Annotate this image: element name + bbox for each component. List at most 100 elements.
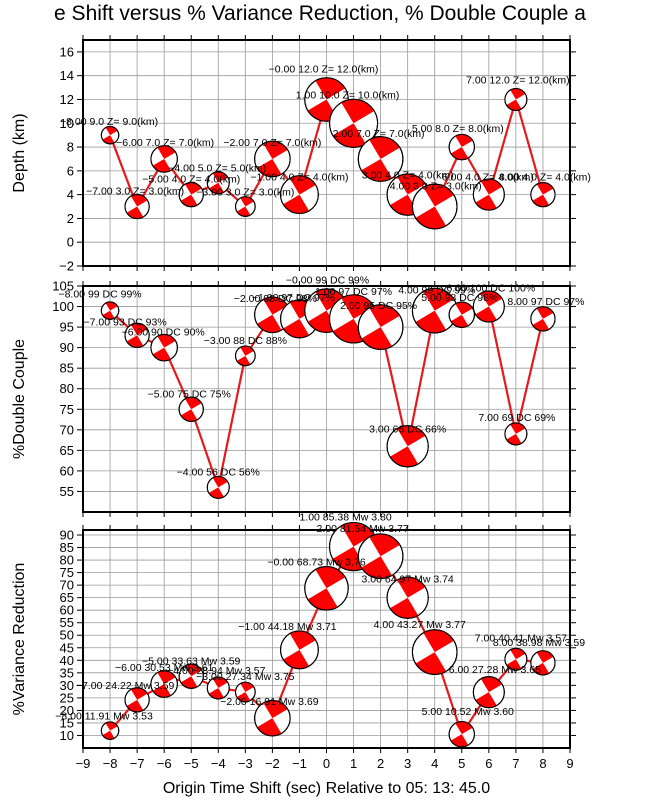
- y-tick-label: 2: [67, 211, 74, 226]
- x-tick-label: −4: [211, 756, 226, 771]
- depth-panel: −2 0 2 4 6 8 10 12 14 16 Depth (km) −8.00 9.0 Z= 9.…: [11, 35, 591, 274]
- point-label: 7.00 69 DC 69%: [478, 412, 555, 424]
- beachball-marker: [448, 720, 475, 748]
- point-label: −0.00 68.73 Mw 3.76: [267, 556, 366, 568]
- point-label: −1.00 44.18 Mw 3.71: [238, 621, 337, 633]
- y-tick-label: 4: [67, 187, 74, 202]
- y-tick-label: 40: [60, 653, 74, 668]
- beachball-marker: [254, 699, 291, 737]
- point-label: 3.00 66 DC 66%: [369, 423, 446, 435]
- beachball-marker: [206, 171, 230, 195]
- beachball-marker: [530, 181, 556, 208]
- point-label: 2.00 7.0 Z= 7.0(km): [333, 128, 425, 140]
- x-tick-label: −7: [130, 756, 145, 771]
- beachball-marker: [234, 196, 256, 217]
- x-tick-label: 3: [404, 756, 411, 771]
- y-tick-label: 85: [60, 540, 74, 555]
- y-tick-label: 14: [60, 68, 74, 83]
- point-label: 1.00 10.0 Z= 10.0(km): [296, 89, 400, 101]
- y-axis-label: %Double Couple: [11, 339, 28, 459]
- beachball-marker: [329, 98, 379, 148]
- beachball-marker: [304, 566, 349, 611]
- y-tick-label: 60: [60, 463, 74, 478]
- point-label: −6.00 7.0 Z= 7.0(km): [116, 137, 214, 149]
- beachball-marker: [386, 425, 429, 468]
- point-label: 2.00 95 DC 95%: [340, 300, 417, 312]
- y-tick-label: 90: [60, 528, 74, 543]
- y-tick-label: 70: [60, 578, 74, 593]
- plot-frame: [82, 529, 571, 749]
- y-tick-label: 90: [60, 340, 74, 355]
- beachball-marker: [150, 670, 178, 698]
- beachball-marker: [504, 87, 528, 111]
- x-tick-label: −2: [265, 756, 280, 771]
- beachball-marker: [279, 630, 319, 670]
- beachball-marker: [124, 193, 150, 220]
- point-label: −2.00 98 DC 98%: [234, 293, 317, 305]
- beachball-marker: [124, 687, 150, 713]
- point-label: −6.00 90 DC 90%: [122, 327, 205, 339]
- x-tick-label: 6: [485, 756, 492, 771]
- beachball-marker: [206, 475, 230, 499]
- y-tick-label: 105: [52, 279, 74, 294]
- point-label: 6.00 4.0 Z= 4.0(km): [442, 172, 534, 184]
- beachball-marker: [472, 676, 505, 709]
- point-label: 4.00 3.0 Z= 3.0(km): [390, 181, 482, 193]
- y-tick-label: 50: [60, 628, 74, 643]
- point-label: 7.00 40.41 Mw 3.57: [475, 632, 567, 644]
- point-label: −7.00 93 DC 93%: [84, 316, 167, 328]
- beachball-marker: [279, 175, 319, 215]
- y-tick-label: 10: [60, 116, 74, 131]
- beachball-marker: [472, 178, 505, 211]
- chart-title: e Shift versus % Variance Reduction, % D…: [54, 2, 586, 25]
- beachball-marker: [150, 333, 178, 362]
- y-tick-label: 100: [52, 299, 74, 314]
- point-label: −3.00 88 DC 88%: [204, 335, 287, 347]
- point-label: 2.00 81.54 Mw 3.77: [316, 523, 408, 535]
- beachball-marker: [100, 301, 120, 320]
- point-label: −6.00 30.53 Mw 3.61: [115, 662, 214, 674]
- x-tick-label: 0: [323, 756, 330, 771]
- point-label: −5.00 4.0 Z= 4.0(km): [142, 174, 240, 186]
- x-axis-label: Origin Time Shift (sec) Relative to 05: …: [163, 780, 490, 797]
- y-tick-label: 95: [60, 320, 74, 335]
- x-tick-label: −3: [238, 756, 253, 771]
- point-label: −0.00 99 DC 99%: [286, 275, 369, 287]
- point-label: 6.00 100 DC 100%: [446, 283, 535, 295]
- point-label: 5.00 10.52 Mw 3.60: [422, 706, 514, 718]
- point-label: −4.00 28.94 Mw 3.57: [167, 665, 266, 677]
- x-tick-label: −5: [184, 756, 199, 771]
- point-label: −7.00 24.22 Mw 3.59: [76, 680, 175, 692]
- y-tick-label: 20: [60, 703, 74, 718]
- beachball-marker: [411, 183, 458, 230]
- beachball-marker: [504, 422, 528, 446]
- beachball-marker: [530, 650, 556, 676]
- beachball-marker: [178, 181, 204, 208]
- y-tick-label: 10: [60, 728, 74, 743]
- y-tick-label: 35: [60, 665, 74, 680]
- beachball-marker: [100, 721, 120, 740]
- x-tick-label: 7: [512, 756, 519, 771]
- y-tick-label: 55: [60, 615, 74, 630]
- point-label: 3.00 64.97 Mw 3.74: [362, 574, 454, 586]
- point-label: −1.00 4.0 Z= 4.0(km): [250, 172, 348, 184]
- point-label: 5.00 98 DC 98%: [421, 292, 498, 304]
- beachball-marker: [150, 145, 178, 173]
- point-label: 7.00 12.0 Z= 12.0(km): [466, 74, 570, 86]
- point-label: 4.00 43.27 Mw 3.77: [374, 619, 466, 631]
- x-tick-label: 8: [539, 756, 546, 771]
- y-axis-label: %Variance Reduction: [11, 563, 28, 716]
- point-label: 1.00 85.38 Mw 3.80: [299, 512, 391, 524]
- point-label: −2.00 16.91 Mw 3.69: [220, 696, 319, 708]
- point-label: −5.00 75 DC 75%: [148, 388, 231, 400]
- point-label: 8.00 38.98 Mw 3.59: [493, 637, 585, 649]
- beachball-marker: [100, 125, 120, 145]
- x-tick-label: 4: [431, 756, 438, 771]
- point-label: −0.00 12.0 Z= 12.0(km): [269, 63, 379, 75]
- plot-frame: [82, 39, 571, 267]
- point-label: −4.00 5.0 Z= 5.0(km): [168, 163, 266, 175]
- beachball-marker: [357, 533, 404, 580]
- x-tick-label: −8: [103, 756, 118, 771]
- y-tick-label: 0: [67, 235, 74, 250]
